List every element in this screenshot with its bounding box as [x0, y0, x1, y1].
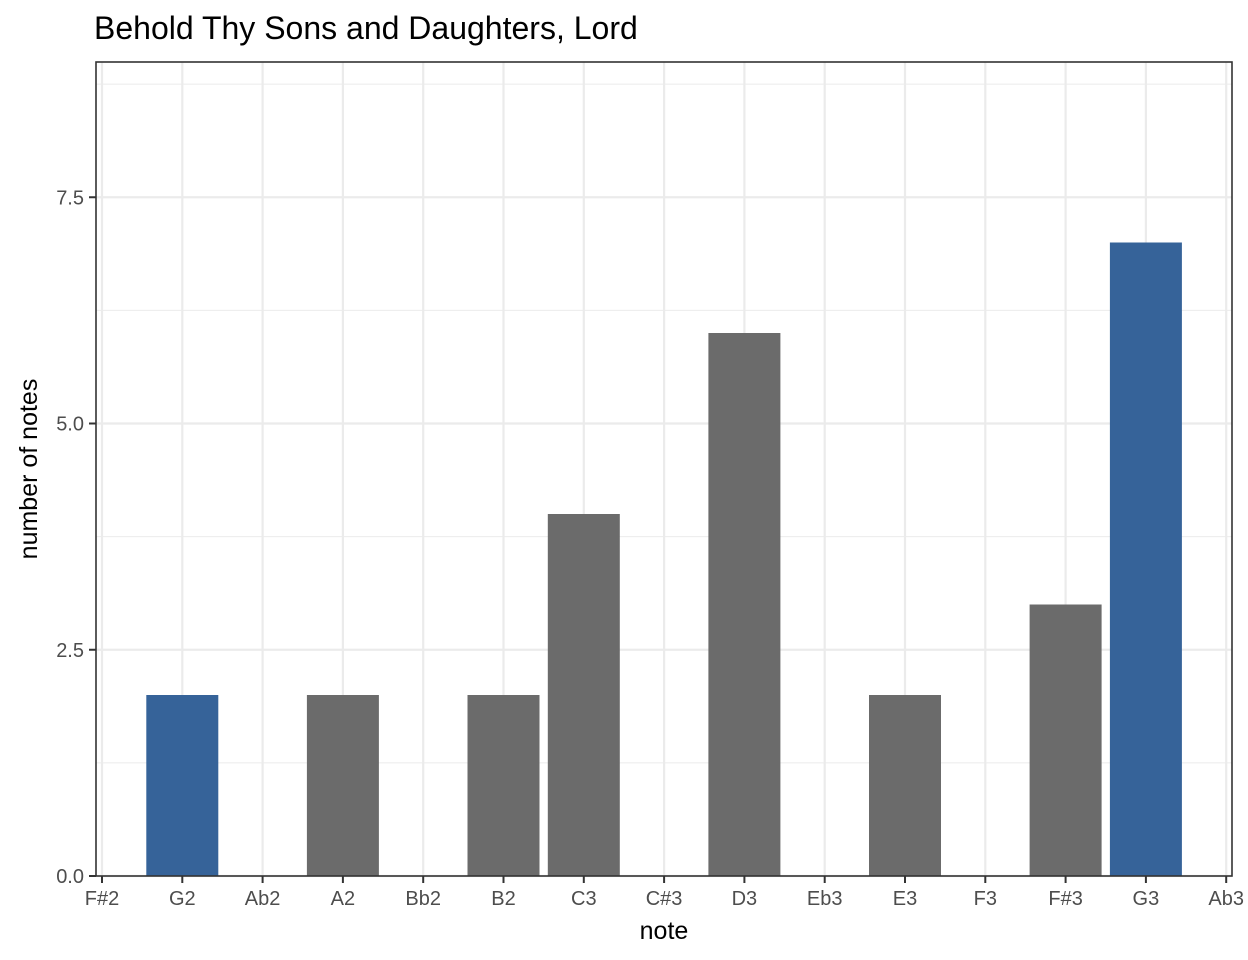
bar-A2	[306, 695, 379, 876]
x-tick-label: D3	[732, 888, 758, 910]
x-tick-label: F#2	[85, 888, 119, 910]
x-axis-title: note	[640, 917, 689, 945]
x-tick-label: C#3	[646, 888, 683, 910]
y-tick-label: 7.5	[56, 187, 84, 209]
chart-title: Behold Thy Sons and Daughters, Lord	[94, 10, 638, 46]
x-tick-label: E3	[893, 888, 917, 910]
y-tick-label: 0.0	[56, 866, 84, 888]
x-tick-label: G3	[1133, 888, 1160, 910]
bar-D3	[708, 333, 781, 876]
y-axis-ticks: 0.0 2.5 5.0 7.5	[56, 187, 96, 888]
bars	[146, 242, 1182, 876]
x-tick-label: Ab2	[245, 888, 281, 910]
bar-F#3	[1029, 604, 1102, 876]
y-tick-label: 2.5	[56, 640, 84, 662]
x-axis-ticks: F#2 G2 Ab2 A2 Bb2 B2 C3 C#3 D3 Eb3 E3 F3 F#3 G3 Ab3	[85, 876, 1244, 910]
y-axis-title: number of notes	[15, 379, 43, 560]
x-tick-label: G2	[169, 888, 196, 910]
x-tick-label: B2	[491, 888, 515, 910]
x-tick-label: Ab3	[1208, 888, 1244, 910]
y-tick-label: 5.0	[56, 414, 84, 436]
bar-G3	[1109, 242, 1182, 876]
x-tick-label: F#3	[1048, 888, 1082, 910]
bar-E3	[869, 695, 941, 876]
bar-G2	[146, 695, 219, 876]
x-tick-label: Bb2	[405, 888, 441, 910]
bar-C3	[547, 514, 620, 876]
x-tick-label: F3	[974, 888, 997, 910]
x-tick-label: A2	[331, 888, 355, 910]
bar-B2	[467, 695, 540, 876]
x-tick-label: C3	[571, 888, 597, 910]
x-tick-label: Eb3	[807, 888, 843, 910]
